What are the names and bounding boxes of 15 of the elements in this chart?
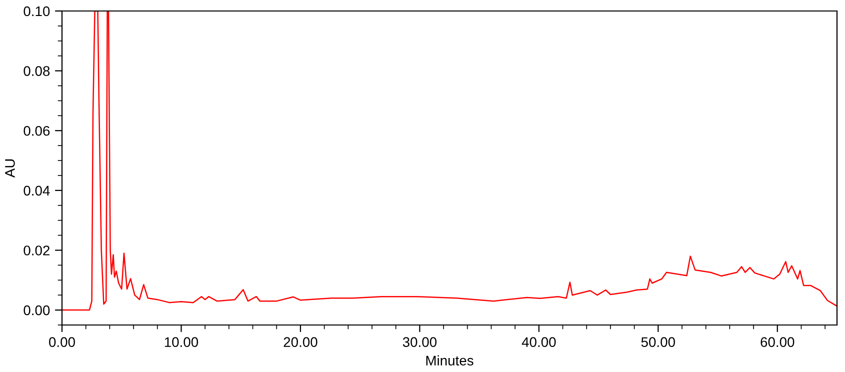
x-axis-title: Minutes xyxy=(426,355,474,366)
x-tick-label: 60.00 xyxy=(760,337,794,348)
y-tick-label: 0.04 xyxy=(24,186,50,196)
y-tick-label: 0.10 xyxy=(24,6,50,16)
y-tick-label: 0.02 xyxy=(24,246,50,256)
x-tick-label: 10.00 xyxy=(164,337,198,348)
y-tick-label: 0.08 xyxy=(24,66,50,76)
x-tick-label: 50.00 xyxy=(641,337,675,348)
x-tick-label: 30.00 xyxy=(402,337,437,348)
y-tick-label: 0.06 xyxy=(24,126,50,136)
x-tick-label: 40.00 xyxy=(522,337,556,348)
y-tick-label: 0.00 xyxy=(24,305,50,316)
y-axis-title: AU xyxy=(5,159,15,178)
x-tick-label: 20.00 xyxy=(284,337,318,348)
x-tick-label: 0.00 xyxy=(49,337,75,348)
